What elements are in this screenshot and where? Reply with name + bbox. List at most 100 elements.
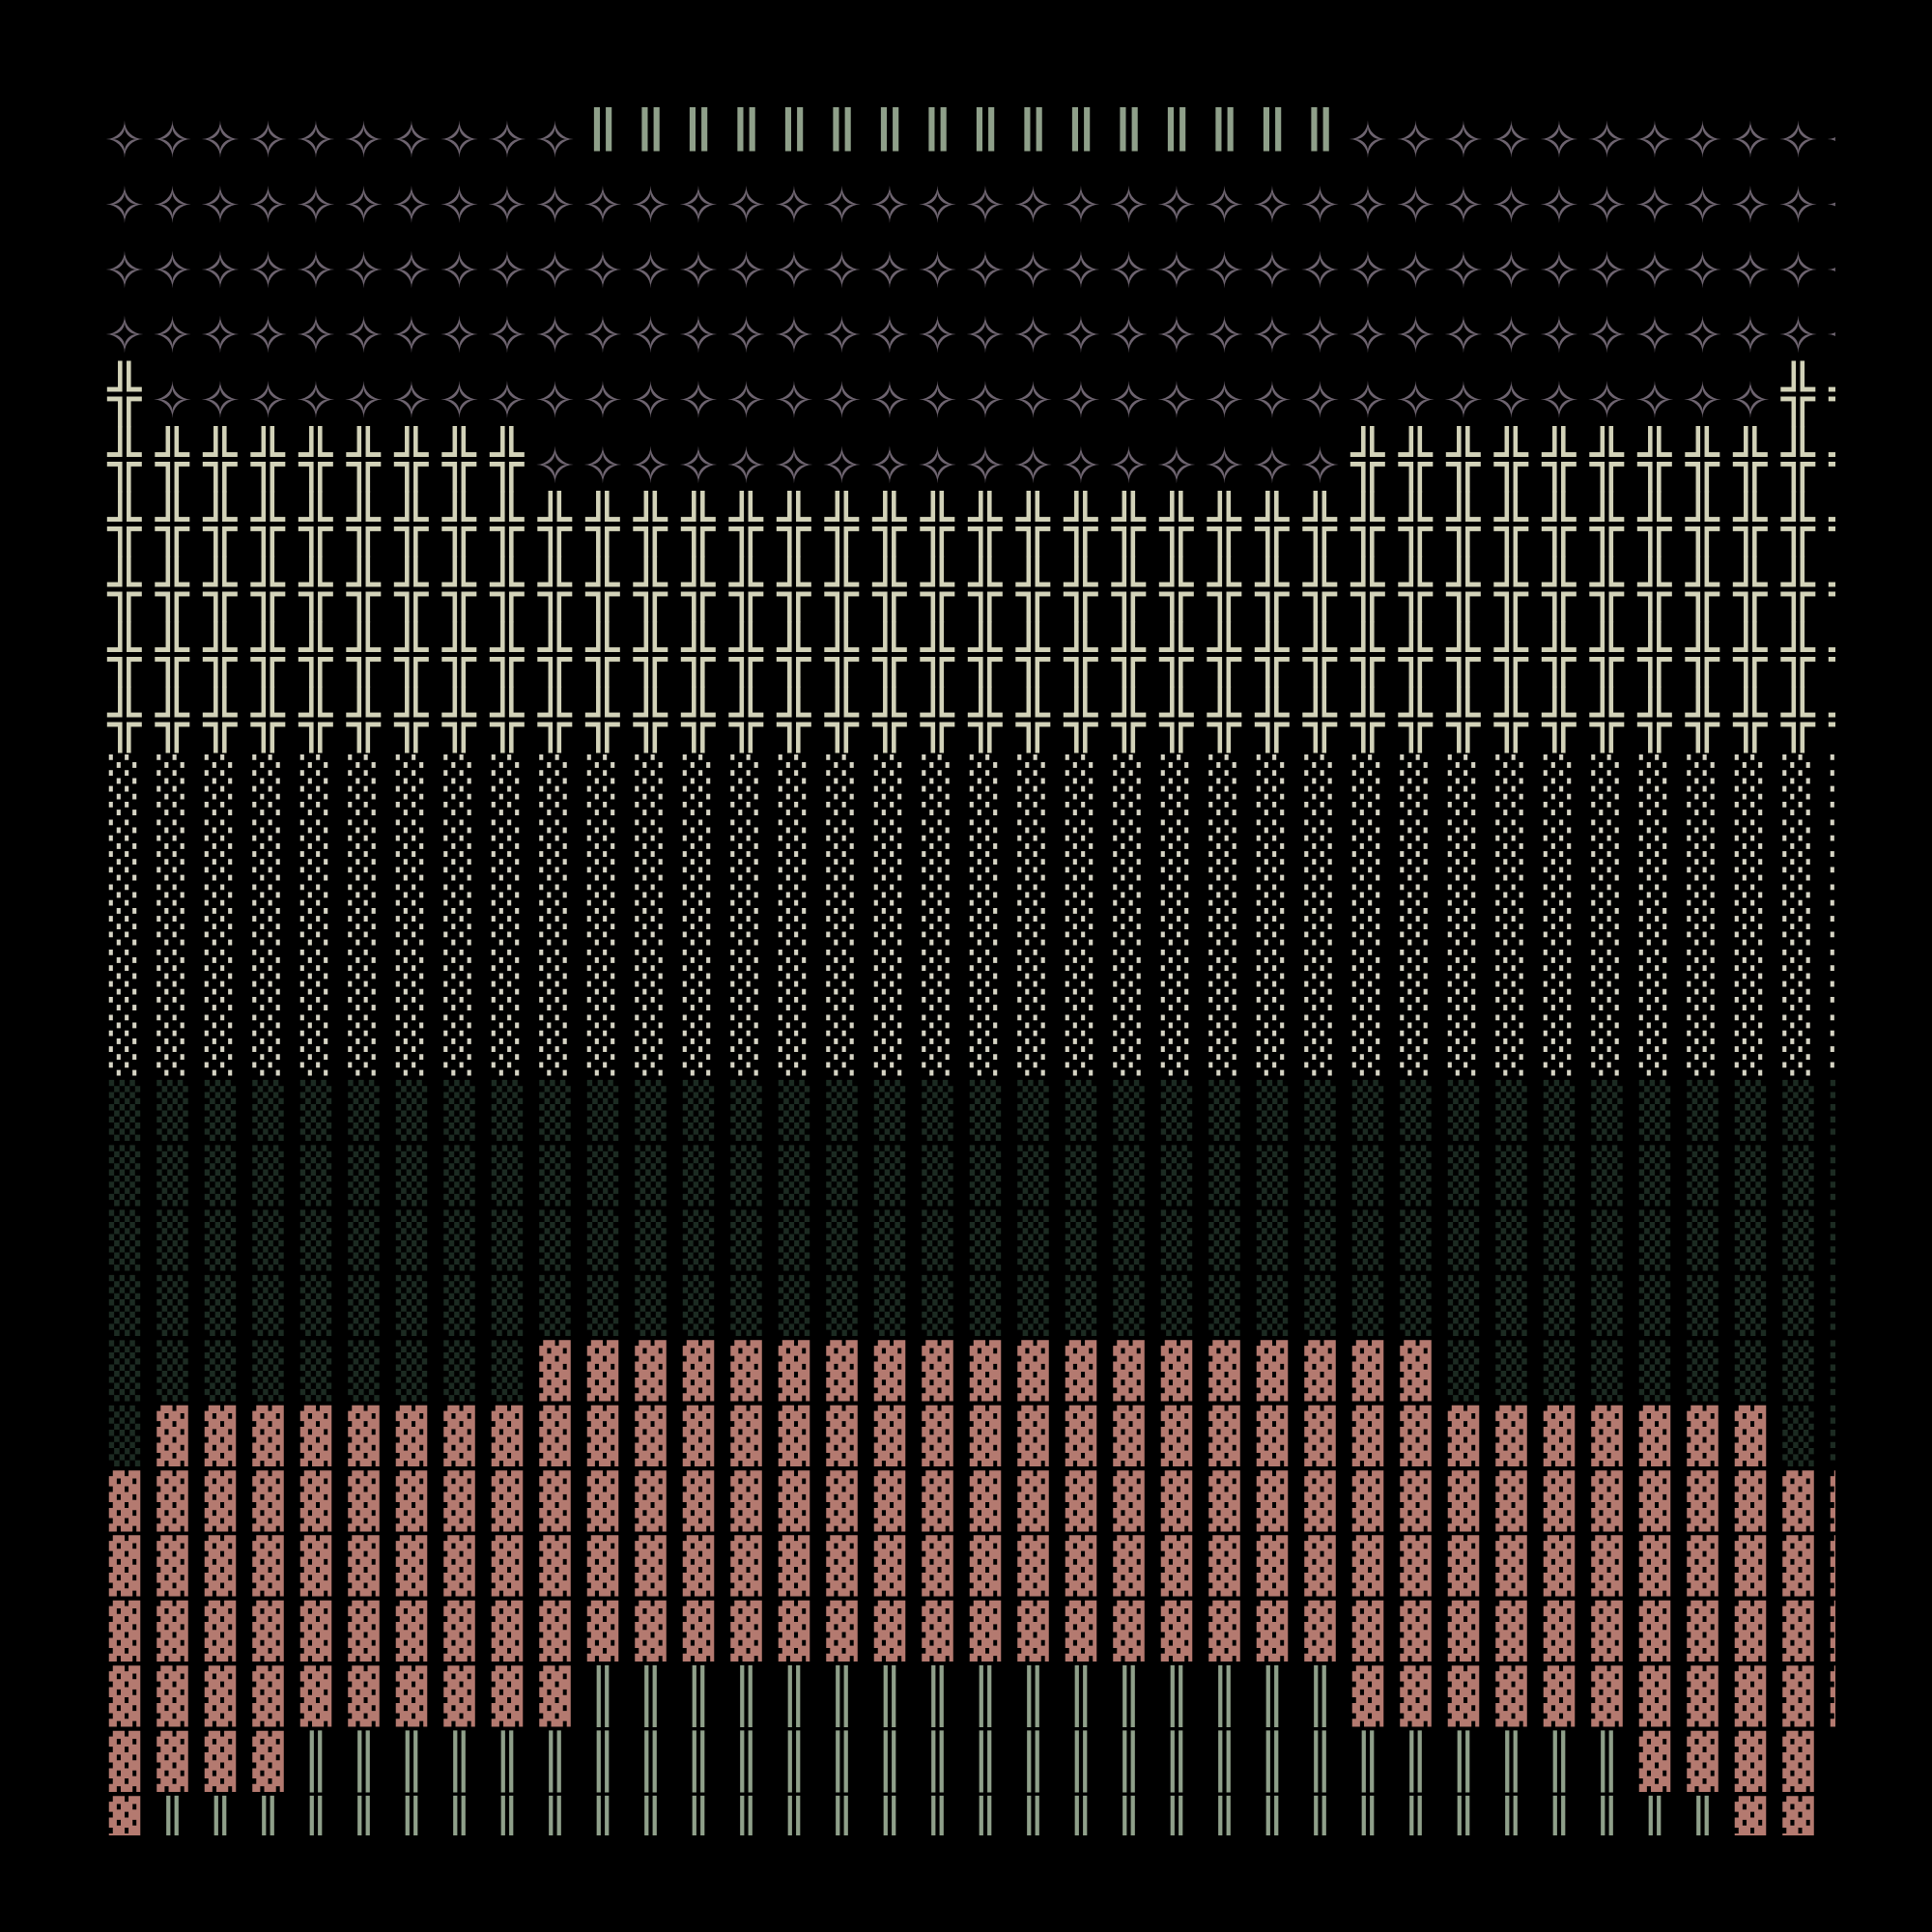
double-cross-glyph: ╬ xyxy=(1637,491,1673,558)
light-dot-block-glyph: ░ xyxy=(443,949,475,1010)
double-cross-glyph: ╬ xyxy=(394,686,430,753)
double-cross-glyph: ╬ xyxy=(1398,491,1434,558)
double-bar-glyph: ║ xyxy=(1352,1795,1384,1858)
light-dot-block-glyph: ░ xyxy=(1448,884,1480,946)
dark-dot-block-glyph: ▒ xyxy=(1161,1144,1193,1206)
light-dot-block-glyph: ░ xyxy=(1782,753,1814,815)
double-cross-glyph: ╬ xyxy=(1207,621,1242,689)
wide-double-bar-glyph: ǁ xyxy=(633,30,668,100)
double-cross-glyph: ╬ xyxy=(824,621,860,689)
pink-dense-block-glyph: ▓ xyxy=(300,1535,332,1597)
light-dot-block-glyph: ░ xyxy=(1304,884,1336,946)
light-dot-block-glyph: ░ xyxy=(396,949,428,1010)
double-bar-glyph: ║ xyxy=(300,1730,332,1793)
double-cross-glyph: ╬ xyxy=(681,621,717,689)
double-bar-glyph: ║ xyxy=(730,1665,762,1728)
double-cross-glyph: ╬ xyxy=(1780,686,1816,753)
pink-dense-block-glyph: ▓ xyxy=(443,1469,475,1531)
light-dot-block-glyph: ░ xyxy=(1639,1014,1671,1076)
double-cross-glyph: ╬ xyxy=(203,686,239,753)
dark-dot-block-glyph: ▒ xyxy=(1448,1079,1480,1141)
light-dot-block-glyph: ░ xyxy=(539,1014,571,1076)
dark-dot-block-glyph: ▒ xyxy=(779,1144,810,1206)
light-dot-block-glyph: ░ xyxy=(1687,949,1719,1010)
light-dot-block-glyph: ░ xyxy=(348,753,380,815)
four-point-star-glyph: ✧ xyxy=(344,97,384,173)
light-dot-block-glyph: ░ xyxy=(779,753,810,815)
pink-dense-block-glyph: ▓ xyxy=(1304,1340,1336,1402)
pink-dense-block-glyph: ▓ xyxy=(156,1535,188,1597)
four-point-star-glyph: ✧ xyxy=(1396,357,1435,434)
wide-double-bar-glyph: ǁ xyxy=(1063,30,1098,100)
four-point-star-glyph: ✧ xyxy=(1396,162,1435,239)
light-dot-block-glyph: ░ xyxy=(1304,949,1336,1010)
pink-dense-block-glyph: ▓ xyxy=(156,1600,188,1662)
double-bar-glyph: ║ xyxy=(300,1795,332,1858)
double-bar-glyph: ║ xyxy=(1208,1665,1240,1728)
pink-dense-block-glyph: ▓ xyxy=(1639,1405,1671,1466)
dark-dot-block-glyph: ▒ xyxy=(1257,1274,1289,1336)
light-dot-block-glyph: ░ xyxy=(1735,818,1767,880)
four-point-star-glyph: ✧ xyxy=(918,422,957,498)
pink-dense-block-glyph: ▓ xyxy=(1400,1340,1432,1402)
dark-dot-block-glyph: ▒ xyxy=(635,1079,667,1141)
double-bar-glyph: ║ xyxy=(779,1730,810,1793)
double-cross-glyph: ╬ xyxy=(1015,621,1051,689)
pink-dense-block-glyph: ▓ xyxy=(1782,1600,1814,1662)
four-point-star-glyph: ✧ xyxy=(1827,227,1866,303)
light-dot-block-glyph: ░ xyxy=(922,1014,953,1076)
light-dot-block-glyph: ░ xyxy=(1208,818,1240,880)
double-cross-glyph: ╬ xyxy=(203,491,239,558)
double-cross-glyph: ╬ xyxy=(203,555,239,623)
four-point-star-glyph: ✧ xyxy=(1731,162,1771,239)
double-bar-glyph: ║ xyxy=(1161,1795,1193,1858)
light-dot-block-glyph: ░ xyxy=(300,753,332,815)
wide-double-bar-glyph: ǁ xyxy=(298,30,333,100)
light-dot-block-glyph: ░ xyxy=(1782,884,1814,946)
light-dot-block-glyph: ░ xyxy=(587,949,619,1010)
four-point-star-glyph: ✧ xyxy=(440,227,479,303)
double-cross-glyph: ╬ xyxy=(728,555,764,623)
double-bar-glyph: ║ xyxy=(1257,1795,1289,1858)
light-dot-block-glyph: ░ xyxy=(826,818,858,880)
dark-dot-block-glyph: ▒ xyxy=(1591,1144,1623,1206)
light-dot-block-glyph: ░ xyxy=(635,949,667,1010)
wide-double-bar-glyph: ǁ xyxy=(1158,96,1194,166)
double-cross-glyph: ╬ xyxy=(633,621,668,689)
four-point-star-glyph: ✧ xyxy=(822,422,862,498)
double-bar-glyph: ║ xyxy=(252,1795,284,1858)
double-cross-glyph: ╬ xyxy=(1733,491,1769,558)
pink-dense-block-glyph: ▓ xyxy=(1544,1469,1576,1531)
light-dot-block-glyph: ░ xyxy=(156,818,188,880)
four-point-star-glyph: ✧ xyxy=(392,97,432,173)
double-bar-glyph: ║ xyxy=(970,1665,1002,1728)
double-bar-glyph: ║ xyxy=(1591,1730,1623,1793)
dark-dot-block-glyph: ▒ xyxy=(252,1340,284,1402)
pink-dense-block-glyph: ▓ xyxy=(109,1795,141,1857)
pink-dense-block-glyph: ▓ xyxy=(1257,1340,1289,1402)
dark-dot-block-glyph: ▒ xyxy=(1304,1209,1336,1271)
dark-dot-block-glyph: ▒ xyxy=(1878,1340,1910,1402)
four-point-star-glyph: ✧ xyxy=(631,227,670,303)
double-cross-glyph: ╬ xyxy=(1207,491,1242,558)
four-point-star-glyph: ✧ xyxy=(105,97,145,173)
dark-dot-block-glyph: ▒ xyxy=(205,1274,237,1336)
dark-dot-block-glyph: ▒ xyxy=(587,1144,619,1206)
pink-dense-block-glyph: ▓ xyxy=(1208,1535,1240,1597)
pink-dense-block-glyph: ▓ xyxy=(826,1340,858,1402)
light-dot-block-glyph: ░ xyxy=(587,1014,619,1076)
light-dot-block-glyph: ░ xyxy=(1831,818,1862,880)
dark-dot-block-glyph: ▒ xyxy=(348,1209,380,1271)
four-point-star-glyph: ✧ xyxy=(535,422,575,498)
light-dot-block-glyph: ░ xyxy=(1208,949,1240,1010)
dark-dot-block-glyph: ▒ xyxy=(1352,1079,1384,1141)
pink-dense-block-glyph: ▓ xyxy=(1257,1600,1289,1662)
light-dot-block-glyph: ░ xyxy=(1495,818,1527,880)
four-point-star-glyph: ✧ xyxy=(297,162,336,239)
pink-dense-block-glyph: ▓ xyxy=(205,1665,237,1727)
double-cross-glyph: ╬ xyxy=(1064,491,1099,558)
double-bar-glyph: ║ xyxy=(1639,1795,1671,1858)
pink-dense-block-glyph: ▓ xyxy=(443,1535,475,1597)
wide-double-bar-glyph: ǁ xyxy=(1111,96,1147,166)
pink-dense-block-glyph: ▓ xyxy=(109,1665,141,1727)
